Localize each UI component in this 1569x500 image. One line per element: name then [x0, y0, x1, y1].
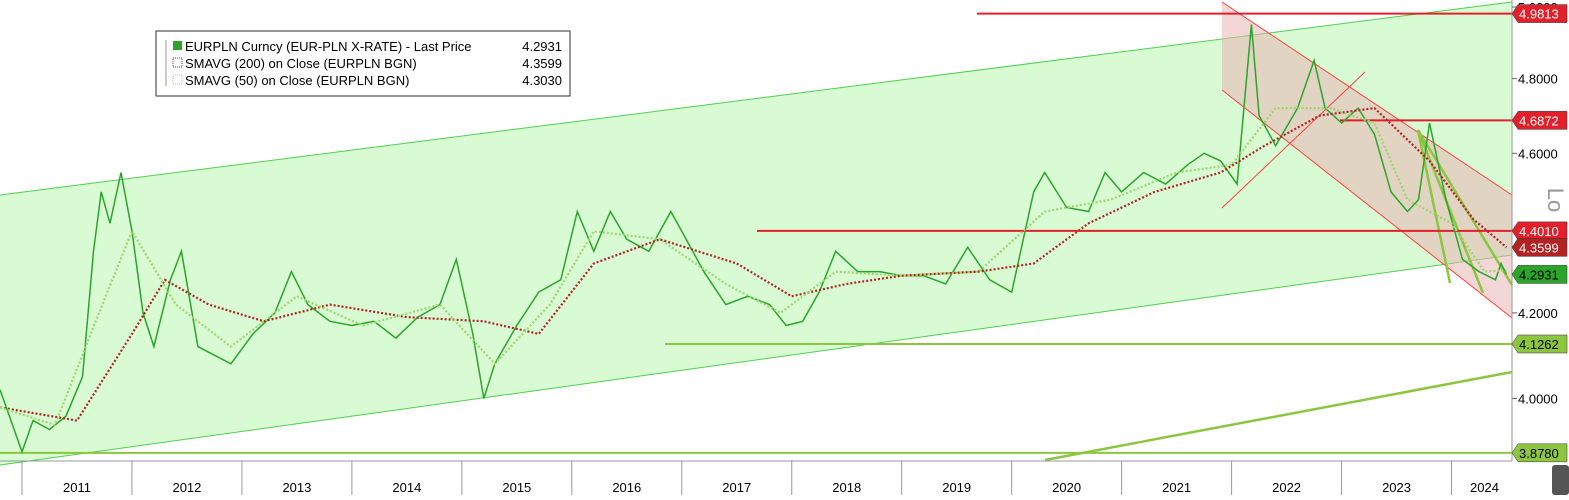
level-tag-label: 4.1262	[1519, 337, 1559, 352]
legend-value: 4.3030	[522, 73, 562, 88]
x-tick-label: 2020	[1052, 480, 1081, 495]
y-tick-label: 4.8000	[1518, 72, 1558, 87]
level-tag-label: 4.9813	[1519, 7, 1559, 22]
legend-swatch	[172, 74, 183, 85]
level-tag	[1511, 334, 1568, 354]
legend-label: EURPLN Curncy (EUR-PLN X-RATE) - Last Pr…	[185, 39, 472, 54]
y-tick-label: 4.2000	[1518, 306, 1558, 321]
x-tick-label: 2011	[63, 480, 91, 495]
legend-value: 4.2931	[522, 39, 562, 54]
x-tick-label: 2013	[282, 480, 311, 495]
channel-lower	[0, 254, 1513, 466]
x-tick-label: 2024	[1470, 480, 1499, 495]
x-tick-label: 2022	[1272, 480, 1301, 495]
legend-swatch	[173, 41, 182, 50]
x-tick-label: 2019	[942, 480, 971, 495]
marks	[0, 12, 1512, 455]
level-tag-label: 3.8780	[1519, 446, 1559, 461]
legend-box	[155, 30, 571, 97]
y-tick-label: 4.6000	[1518, 146, 1558, 161]
x-tick-label: 2012	[172, 480, 201, 495]
down-channel	[1222, 2, 1512, 318]
x-tick-label: 2017	[722, 480, 751, 495]
y-tick-label: 4.0000	[1518, 391, 1558, 406]
level-tag	[1511, 221, 1568, 241]
x-tick-label: 2023	[1382, 480, 1411, 495]
level-tag	[1511, 4, 1568, 23]
x-tick-label: 2021	[1162, 480, 1191, 495]
legend-label: SMAVG (50) on Close (EURPLN BGN)	[185, 73, 409, 88]
level-tag-label: 4.6872	[1519, 113, 1559, 128]
cross-line	[1221, 71, 1366, 209]
x-tick-label: 2018	[832, 480, 861, 495]
series-line	[0, 24, 1508, 455]
legend-value: 4.3599	[522, 56, 562, 71]
menu-icon[interactable]	[1552, 465, 1569, 495]
legend: EURPLN Curncy (EUR-PLN X-RATE) - Last Pr…	[155, 30, 571, 97]
level-tag	[1511, 443, 1568, 463]
series-tag-label: 4.3599	[1519, 240, 1559, 255]
series-line	[0, 107, 1507, 427]
scale-label: Lo	[1543, 188, 1568, 212]
x-tick-label: 2014	[392, 480, 421, 495]
down-channel-upper	[1221, 1, 1513, 196]
legend-swatch	[172, 57, 183, 68]
fan-line	[1416, 129, 1514, 286]
series-tag	[1511, 265, 1568, 284]
down-channel-lower	[1221, 89, 1513, 319]
series-tag	[1511, 238, 1568, 257]
x-tick-label: 2016	[612, 480, 641, 495]
legend-label: SMAVG (200) on Close (EURPLN BGN)	[185, 56, 417, 71]
series-line	[0, 106, 1508, 422]
level-tag	[1511, 111, 1568, 130]
x-tick-label: 2015	[502, 480, 531, 495]
trend-channel	[0, 2, 1512, 465]
series-tag-label: 4.2931	[1519, 267, 1559, 282]
level-tag-label: 4.4010	[1519, 224, 1559, 239]
support-trend	[1044, 370, 1513, 462]
